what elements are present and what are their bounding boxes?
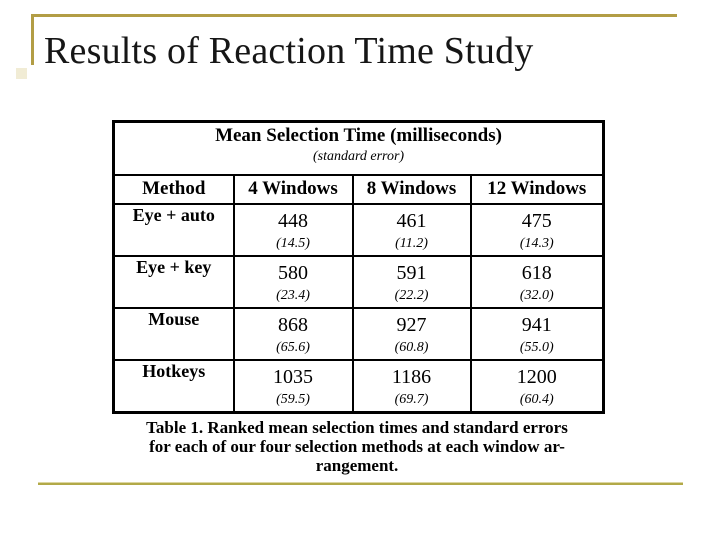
column-header-4-windows: 4 Windows (232, 174, 354, 205)
value-cell: 448 (14.5) (232, 203, 354, 257)
mean-value: 941 (521, 314, 552, 336)
mean-value: 461 (396, 210, 427, 232)
value-cell: 591 (22.2) (351, 255, 472, 309)
accent-line-left (31, 14, 34, 65)
std-error: (59.5) (276, 392, 310, 407)
value-cell: 1035 (59.5) (232, 359, 354, 413)
value-cell: 580 (23.4) (232, 255, 354, 309)
accent-line-top (31, 14, 677, 17)
std-error: (14.5) (276, 236, 310, 251)
column-header-12-windows: 12 Windows (469, 174, 605, 205)
caption-line: rangement. (315, 456, 399, 475)
slide-title: Results of Reaction Time Study (44, 30, 534, 72)
table-row-eye-key: Eye + key 580 (23.4) 591 (22.2) 618 (32.… (112, 255, 605, 309)
mean-value: 1200 (516, 366, 557, 388)
results-table: Mean Selection Time (milliseconds) (stan… (112, 120, 606, 414)
results-table-figure: Mean Selection Time (milliseconds) (stan… (112, 120, 606, 475)
mean-value: 1186 (391, 366, 432, 388)
column-header-row: Method 4 Windows 8 Windows 12 Windows (112, 174, 605, 205)
caption-line: for each of our four selection methods a… (149, 437, 565, 456)
std-error: (22.2) (394, 288, 429, 303)
caption-line: Table 1. Ranked mean selection times and… (146, 418, 568, 437)
value-cell: 475 (14.3) (469, 203, 605, 257)
mean-value: 448 (278, 210, 308, 232)
mean-value: 618 (521, 262, 552, 284)
method-cell-eye-key: Eye + key (112, 255, 235, 309)
std-error: (55.0) (519, 340, 554, 355)
std-error: (60.4) (519, 392, 554, 407)
mean-value: 927 (396, 314, 427, 336)
accent-corner-square (16, 68, 27, 79)
value-cell: 868 (65.6) (232, 307, 354, 361)
mean-value: 580 (278, 262, 308, 284)
table-subtitle: (standard error) (312, 149, 405, 164)
table-title-row: Mean Selection Time (milliseconds) (stan… (112, 120, 605, 176)
value-cell: 927 (60.8) (351, 307, 472, 361)
std-error: (32.0) (519, 288, 554, 303)
table-row-hotkeys: Hotkeys 1035 (59.5) 1186 (69.7) 1200 (60… (112, 359, 605, 413)
column-header-method: Method (112, 174, 235, 205)
value-cell: 941 (55.0) (469, 307, 605, 361)
method-cell-eye-auto: Eye + auto (112, 203, 235, 257)
value-cell: 461 (11.2) (351, 203, 472, 257)
std-error: (14.3) (519, 236, 554, 251)
mean-value: 591 (396, 262, 427, 284)
accent-line-bottom (38, 482, 683, 485)
mean-value: 868 (278, 314, 308, 336)
method-cell-hotkeys: Hotkeys (112, 359, 235, 413)
table-title-cell: Mean Selection Time (milliseconds) (stan… (112, 120, 605, 176)
value-cell: 1186 (69.7) (351, 359, 472, 413)
std-error: (69.7) (394, 392, 429, 407)
std-error: (65.6) (276, 340, 310, 355)
mean-value: 475 (521, 210, 552, 232)
std-error: (60.8) (394, 340, 429, 355)
value-cell: 618 (32.0) (469, 255, 605, 309)
table-caption: Table 1. Ranked mean selection times and… (112, 418, 602, 475)
value-cell: 1200 (60.4) (469, 359, 605, 413)
mean-value: 1035 (273, 366, 313, 388)
std-error: (23.4) (276, 288, 310, 303)
table-row-eye-auto: Eye + auto 448 (14.5) 461 (11.2) 475 (14… (112, 203, 605, 257)
std-error: (11.2) (395, 236, 428, 251)
table-row-mouse: Mouse 868 (65.6) 927 (60.8) 941 (55.0) (112, 307, 605, 361)
table-title: Mean Selection Time (milliseconds) (215, 125, 502, 146)
method-cell-mouse: Mouse (112, 307, 235, 361)
column-header-8-windows: 8 Windows (351, 174, 472, 205)
